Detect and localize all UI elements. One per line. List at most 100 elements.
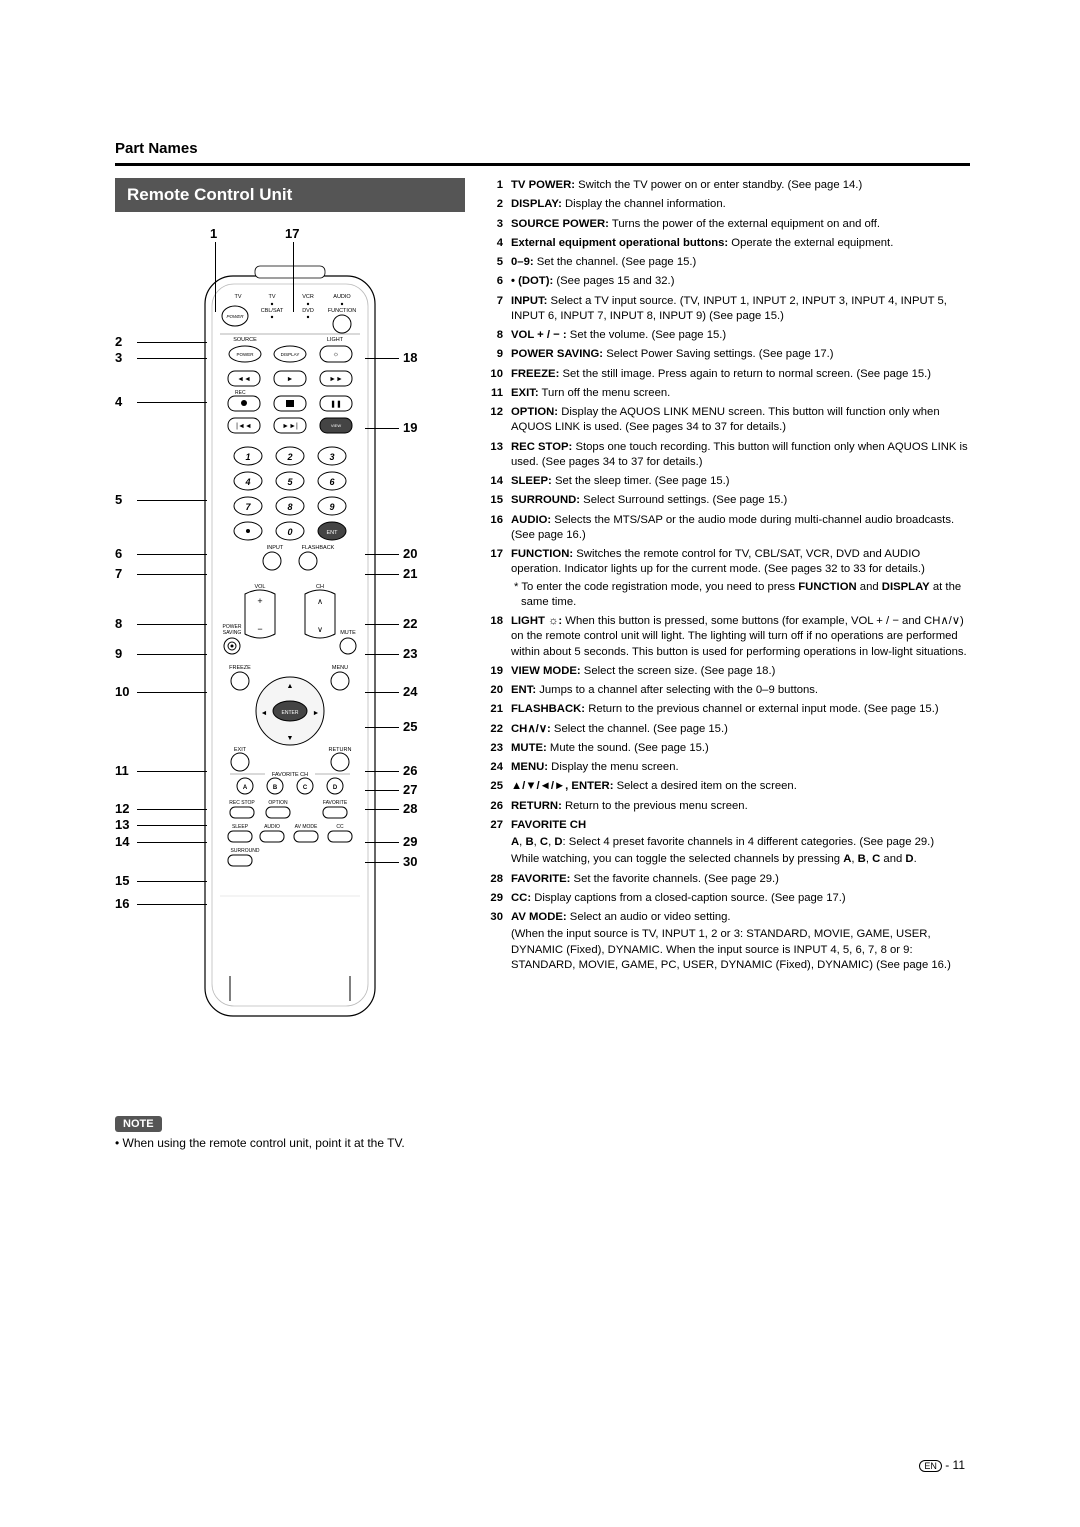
desc-body: TV POWER: Switch the TV power on or ente…	[511, 178, 970, 193]
desc-item-26: 26RETURN: Return to the previous menu sc…	[489, 799, 970, 814]
svg-text:TV: TV	[268, 294, 275, 300]
callout-16: 16	[115, 896, 129, 911]
remote-svg: TV TV VCR AUDIO CBL/SAT DVD FUNCTION POW…	[200, 256, 380, 1026]
svg-text:CH: CH	[316, 584, 324, 590]
desc-num: 28	[489, 872, 511, 887]
desc-num: 16	[489, 513, 511, 544]
desc-num: 23	[489, 741, 511, 756]
leader-line	[365, 654, 399, 655]
leader-line	[137, 554, 207, 555]
remote-diagram: TV TV VCR AUDIO CBL/SAT DVD FUNCTION POW…	[115, 226, 465, 1026]
section-header: Remote Control Unit	[115, 178, 465, 212]
desc-body: SURROUND: Select Surround settings. (See…	[511, 493, 970, 508]
callout-3: 3	[115, 350, 122, 365]
left-column: Remote Control Unit TV TV VCR AUDIO CBL/…	[115, 178, 465, 1026]
en-badge: EN	[919, 1460, 942, 1472]
desc-num: 2	[489, 197, 511, 212]
svg-text:−: −	[257, 624, 262, 634]
desc-item-29: 29CC: Display captions from a closed-cap…	[489, 891, 970, 906]
note-text: • When using the remote control unit, po…	[115, 1136, 970, 1150]
desc-body: MUTE: Mute the sound. (See page 15.)	[511, 741, 970, 756]
leader-line	[365, 554, 399, 555]
svg-text:2: 2	[286, 452, 292, 462]
desc-item-23: 23MUTE: Mute the sound. (See page 15.)	[489, 741, 970, 756]
svg-text:DVD: DVD	[302, 308, 314, 314]
callout-19: 19	[403, 420, 417, 435]
svg-text:FAVORITE CH: FAVORITE CH	[272, 772, 308, 778]
leader-line	[137, 358, 207, 359]
desc-item-10: 10FREEZE: Set the still image. Press aga…	[489, 367, 970, 382]
svg-text:FAVORITE: FAVORITE	[323, 800, 348, 806]
svg-text:OPTION: OPTION	[268, 800, 288, 806]
svg-text:∨: ∨	[317, 625, 323, 634]
svg-text:8: 8	[287, 502, 292, 512]
svg-text:SOURCE: SOURCE	[233, 337, 257, 343]
svg-text:VCR: VCR	[302, 294, 314, 300]
desc-num: 20	[489, 683, 511, 698]
desc-body: VOL + / − : Set the volume. (See page 15…	[511, 328, 970, 343]
desc-body: AV MODE: Select an audio or video settin…	[511, 910, 970, 973]
callout-13: 13	[115, 817, 129, 832]
leader-line	[365, 358, 399, 359]
desc-body: FUNCTION: Switches the remote control fo…	[511, 547, 970, 610]
leader-line	[365, 771, 399, 772]
svg-text:9: 9	[329, 502, 334, 512]
callout-22: 22	[403, 616, 417, 631]
desc-item-30: 30AV MODE: Select an audio or video sett…	[489, 910, 970, 973]
desc-item-13: 13REC STOP: Stops one touch recording. T…	[489, 440, 970, 471]
leader-line	[365, 862, 399, 863]
svg-text:MUTE: MUTE	[340, 630, 356, 636]
leader-line	[365, 624, 399, 625]
desc-num: 21	[489, 702, 511, 717]
svg-text:FREEZE: FREEZE	[229, 665, 251, 671]
svg-text:SLEEP: SLEEP	[232, 824, 249, 830]
desc-item-14: 14SLEEP: Set the sleep timer. (See page …	[489, 474, 970, 489]
desc-num: 10	[489, 367, 511, 382]
svg-text:POWER: POWER	[226, 314, 244, 319]
desc-num: 6	[489, 274, 511, 289]
svg-text:►: ►	[313, 710, 320, 717]
desc-body: FAVORITE: Set the favorite channels. (Se…	[511, 872, 970, 887]
desc-num: 7	[489, 294, 511, 325]
callout-9: 9	[115, 646, 122, 661]
svg-text:EXIT: EXIT	[234, 747, 247, 753]
desc-item-9: 9POWER SAVING: Select Power Saving setti…	[489, 347, 970, 362]
desc-num: 25	[489, 779, 511, 794]
svg-text:1: 1	[245, 452, 250, 462]
desc-num: 4	[489, 236, 511, 251]
leader-line	[137, 342, 207, 343]
svg-text:A: A	[243, 785, 248, 791]
svg-text:+: +	[257, 596, 262, 606]
section-title: Part Names	[115, 140, 970, 157]
desc-item-24: 24MENU: Display the menu screen.	[489, 760, 970, 775]
desc-item-11: 11EXIT: Turn off the menu screen.	[489, 386, 970, 401]
leader-line	[293, 242, 294, 312]
desc-item-4: 4External equipment operational buttons:…	[489, 236, 970, 251]
leader-line	[137, 825, 207, 826]
svg-text:ENTER: ENTER	[282, 710, 299, 716]
desc-num: 27	[489, 818, 511, 868]
leader-line	[365, 428, 399, 429]
content-row: Remote Control Unit TV TV VCR AUDIO CBL/…	[115, 178, 970, 1026]
desc-item-18: 18LIGHT ☼: When this button is pressed, …	[489, 614, 970, 660]
desc-body: POWER SAVING: Select Power Saving settin…	[511, 347, 970, 362]
svg-text:CBL/SAT: CBL/SAT	[261, 308, 284, 314]
desc-item-16: 16AUDIO: Selects the MTS/SAP or the audi…	[489, 513, 970, 544]
leader-line	[365, 790, 399, 791]
desc-item-2: 2DISPLAY: Display the channel informatio…	[489, 197, 970, 212]
svg-text:AUDIO: AUDIO	[333, 294, 351, 300]
desc-body: AUDIO: Selects the MTS/SAP or the audio …	[511, 513, 970, 544]
svg-text:REC STOP: REC STOP	[229, 800, 255, 806]
desc-item-12: 12OPTION: Display the AQUOS LINK MENU sc…	[489, 405, 970, 436]
desc-num: 22	[489, 722, 511, 737]
svg-text:TV: TV	[234, 294, 241, 300]
leader-line	[137, 809, 207, 810]
desc-body: CH∧/∨: Select the channel. (See page 15.…	[511, 722, 970, 737]
desc-item-7: 7INPUT: Select a TV input source. (TV, I…	[489, 294, 970, 325]
leader-line	[137, 402, 207, 403]
callout-23: 23	[403, 646, 417, 661]
desc-num: 8	[489, 328, 511, 343]
svg-text:AUDIO: AUDIO	[264, 824, 280, 830]
desc-body: SOURCE POWER: Turns the power of the ext…	[511, 217, 970, 232]
desc-body: MENU: Display the menu screen.	[511, 760, 970, 775]
